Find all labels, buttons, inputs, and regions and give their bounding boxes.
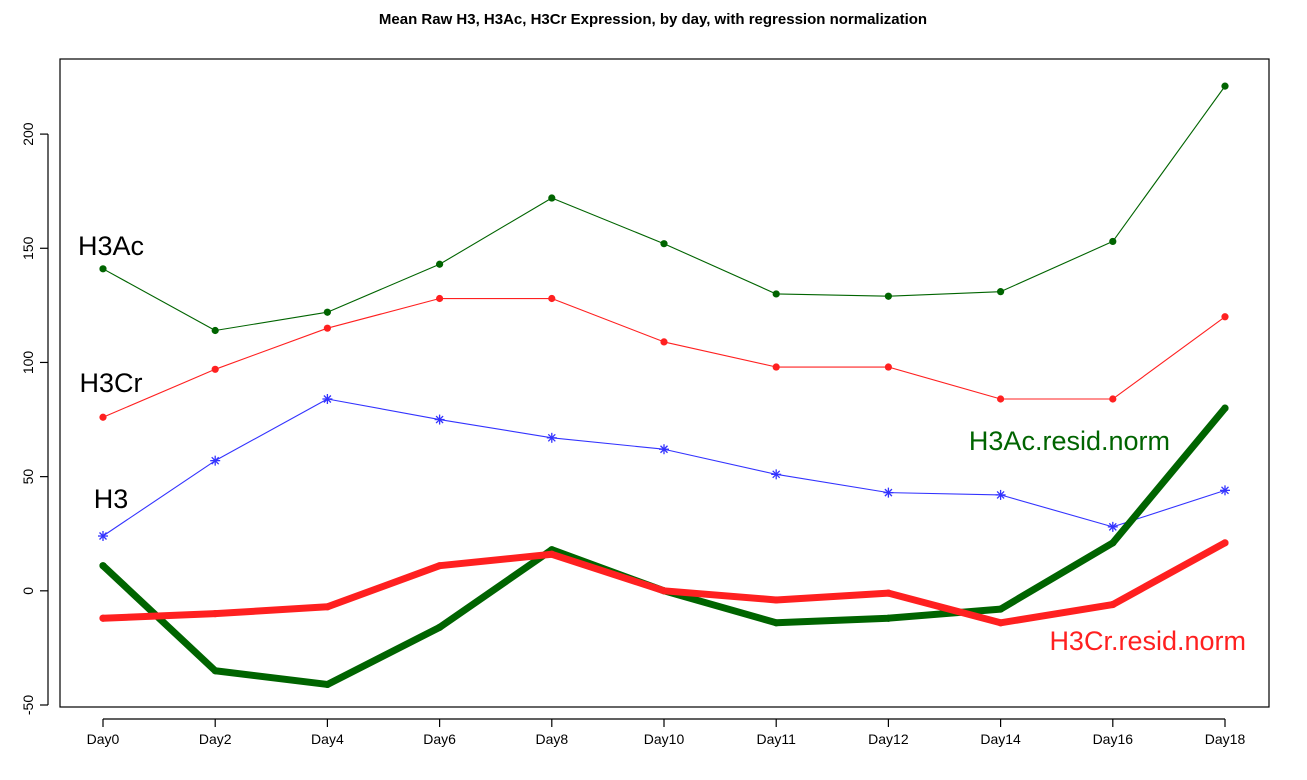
point-h3cr bbox=[997, 395, 1005, 403]
point-h3cr-resid-norm bbox=[323, 603, 331, 611]
point-h3cr-resid-norm bbox=[211, 610, 219, 618]
point-h3cr bbox=[99, 413, 107, 421]
point-h3 bbox=[659, 444, 669, 455]
point-h3cr bbox=[548, 294, 556, 303]
point-h3 bbox=[995, 489, 1006, 500]
point-h3ac bbox=[660, 240, 668, 248]
point-h3cr bbox=[884, 363, 893, 371]
point-h3ac-resid-norm bbox=[772, 619, 780, 627]
point-h3cr bbox=[323, 324, 331, 332]
x-tick-label: Day4 bbox=[311, 731, 344, 747]
point-h3 bbox=[771, 469, 782, 480]
x-tick-label: Day10 bbox=[644, 731, 685, 747]
y-tick-label: 50 bbox=[20, 469, 36, 485]
x-tick-label: Day6 bbox=[423, 731, 456, 747]
series-label-h3cr-resid-norm: H3Cr.resid.norm bbox=[1049, 626, 1246, 656]
y-tick-label: 100 bbox=[20, 351, 36, 375]
point-h3ac-resid-norm bbox=[211, 667, 219, 675]
point-h3cr-resid-norm bbox=[548, 550, 556, 558]
point-h3ac bbox=[1221, 82, 1229, 90]
point-h3cr-resid-norm bbox=[99, 614, 107, 622]
point-h3cr-resid-norm bbox=[884, 589, 893, 597]
x-axis: Day0 Day2 Day4 Day6 Day8 Day10 Day11 Day12 Day14… bbox=[87, 718, 1246, 747]
series-line-h3cr-resid-norm bbox=[99, 539, 1229, 627]
point-h3 bbox=[98, 531, 108, 542]
point-h3ac bbox=[548, 194, 556, 202]
x-tick-label: Day18 bbox=[1205, 731, 1246, 747]
point-h3ac-resid-norm bbox=[436, 623, 444, 631]
point-h3ac bbox=[1109, 237, 1117, 246]
point-h3cr-resid-norm bbox=[436, 562, 444, 570]
point-h3 bbox=[546, 432, 557, 443]
point-h3cr bbox=[660, 338, 668, 346]
point-h3cr bbox=[1109, 395, 1117, 403]
series-label-h3ac-resid-norm: H3Ac.resid.norm bbox=[969, 426, 1170, 456]
plot-frame bbox=[59, 58, 1270, 708]
point-h3 bbox=[210, 455, 221, 466]
y-tick-label: -50 bbox=[20, 695, 36, 715]
x-tick-label: Day12 bbox=[868, 731, 909, 747]
series-label-h3cr: H3Cr bbox=[79, 368, 142, 398]
point-h3ac-resid-norm bbox=[997, 605, 1005, 613]
point-h3ac bbox=[772, 290, 780, 298]
point-h3ac bbox=[211, 326, 219, 335]
x-tick-label: Day11 bbox=[756, 731, 796, 747]
x-tick-label: Day2 bbox=[199, 731, 232, 747]
point-h3cr-resid-norm bbox=[997, 619, 1005, 627]
series-h3cr bbox=[99, 294, 1229, 421]
point-h3ac-resid-norm bbox=[1109, 539, 1117, 547]
point-h3cr-resid-norm bbox=[660, 587, 668, 595]
x-tick-label: Day14 bbox=[980, 731, 1021, 747]
point-h3ac-resid-norm bbox=[884, 614, 893, 622]
point-h3cr bbox=[211, 365, 219, 373]
y-tick-label: 200 bbox=[20, 122, 36, 146]
series-label-h3ac: H3Ac bbox=[78, 231, 144, 261]
y-axis: -50 0 50 100 150 200 bbox=[20, 122, 49, 715]
series-line-h3cr bbox=[102, 297, 1226, 418]
point-h3cr-resid-norm bbox=[772, 596, 780, 604]
series-h3cr-resid-norm bbox=[99, 539, 1229, 627]
point-h3cr-resid-norm bbox=[1109, 600, 1117, 609]
point-h3 bbox=[1107, 521, 1118, 532]
point-h3ac-resid-norm bbox=[323, 680, 331, 689]
x-tick-label: Day16 bbox=[1093, 731, 1134, 747]
point-h3ac bbox=[99, 265, 107, 273]
point-h3cr-resid-norm bbox=[1221, 539, 1229, 547]
series-line-h3 bbox=[102, 398, 1226, 537]
series-h3 bbox=[98, 393, 1230, 542]
x-tick-label: Day0 bbox=[87, 731, 120, 747]
point-h3 bbox=[434, 414, 445, 425]
point-h3 bbox=[883, 487, 894, 498]
x-tick-label: Day8 bbox=[535, 731, 568, 747]
y-tick-label: 0 bbox=[20, 587, 36, 595]
point-h3ac bbox=[436, 260, 444, 268]
point-h3ac-resid-norm bbox=[99, 562, 107, 570]
point-h3 bbox=[1220, 485, 1230, 496]
point-h3cr bbox=[436, 294, 444, 303]
annotation-layer: H3Ac H3Cr H3 H3Ac.resid.norm H3Cr.resid.norm bbox=[78, 231, 1246, 656]
point-h3ac-resid-norm bbox=[1221, 404, 1229, 412]
y-tick-label: 150 bbox=[20, 236, 36, 260]
point-h3 bbox=[322, 393, 333, 404]
point-h3cr bbox=[1221, 313, 1229, 321]
point-h3ac bbox=[323, 308, 331, 316]
point-h3ac bbox=[884, 292, 893, 300]
series-h3ac bbox=[99, 82, 1229, 335]
point-h3ac bbox=[997, 288, 1005, 296]
series-line-h3ac bbox=[102, 85, 1226, 332]
point-h3cr bbox=[772, 363, 780, 371]
series-layer bbox=[98, 82, 1230, 689]
series-label-h3: H3 bbox=[94, 484, 129, 514]
chart-title: Mean Raw H3, H3Ac, H3Cr Expression, by d… bbox=[379, 11, 927, 28]
